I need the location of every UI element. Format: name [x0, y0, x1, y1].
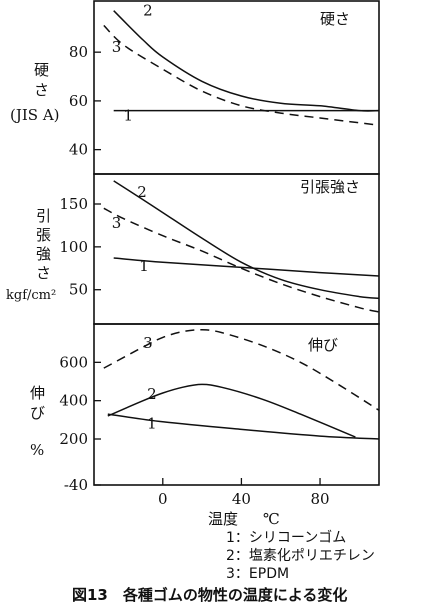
panel-frame-elongation: [93, 323, 380, 486]
figure-caption: 図13 各種ゴムの物性の温度による変化: [72, 586, 347, 604]
ylabel-hardness-2: さ: [34, 81, 49, 99]
series-3-label-0: 3: [112, 38, 122, 56]
ylabel-hardness-1: 硬: [34, 61, 49, 79]
y-tick-label-0-1: 60: [69, 92, 88, 110]
y-tick-label-2-1: 200: [59, 430, 88, 448]
y-tick-label-0-2: 80: [69, 43, 88, 61]
panel-title-elongation: 伸び: [308, 336, 338, 354]
x-axis-unit: ℃: [263, 510, 280, 528]
series-1-label-2: 1: [147, 414, 157, 432]
y-tick-label-2-3: 600: [59, 353, 88, 371]
ylabel-elongation-3: %: [30, 441, 44, 459]
legend-item-3: 3：EPDM: [226, 566, 289, 582]
y-tick-label-1-1: 100: [59, 238, 88, 256]
series-1-line-2: [107, 413, 380, 440]
y-tick-label-2-2: 400: [59, 392, 88, 410]
series-2-label-0: 2: [143, 2, 153, 20]
y-tick-label-2-0: -40: [64, 476, 88, 494]
y-tick-label-0-0: 40: [69, 141, 88, 159]
ylabel-tensile-1: 引: [36, 207, 51, 225]
series-2-label-2: 2: [147, 385, 157, 403]
legend-item-2: 2：塩素化ポリエチレン: [226, 548, 375, 564]
legend-item-1: 1：シリコーンゴム: [226, 529, 346, 546]
panel-title-hardness: 硬さ: [320, 10, 350, 28]
series-2-line-1: [113, 180, 380, 300]
series-3-label-1: 3: [112, 214, 122, 232]
series-2-label-1: 2: [137, 183, 147, 201]
series-2-line-2: [107, 383, 356, 438]
y-tick-label-1-0: 50: [69, 281, 88, 299]
series-3-line-2: [103, 329, 380, 411]
series-2-line-0: [113, 10, 380, 112]
series-3-line-1: [103, 207, 380, 313]
series-3-label-2: 3: [143, 334, 153, 352]
ylabel-tensile-unit: kgf/cm²: [6, 288, 56, 303]
ylabel-elongation-2: び: [30, 404, 45, 422]
x-tick-label-2: 80: [310, 490, 329, 508]
x-tick-label-1: 40: [232, 490, 251, 508]
series-1-line-1: [113, 257, 380, 277]
panel-title-tensile: 引張強さ: [300, 178, 360, 196]
ylabel-elongation-1: 伸: [30, 384, 45, 402]
ylabel-tensile-3: 強: [36, 245, 51, 263]
x-axis-title: 温度: [208, 510, 238, 528]
series-1-label-0: 1: [123, 106, 133, 124]
ylabel-tensile-2: 張: [36, 226, 51, 244]
x-tick-label-0: 0: [158, 490, 168, 508]
series-1-label-1: 1: [139, 257, 149, 275]
ylabel-tensile-4: さ: [36, 264, 51, 282]
ylabel-hardness-3: (JIS A): [10, 106, 60, 124]
y-tick-label-1-2: 150: [59, 195, 88, 213]
